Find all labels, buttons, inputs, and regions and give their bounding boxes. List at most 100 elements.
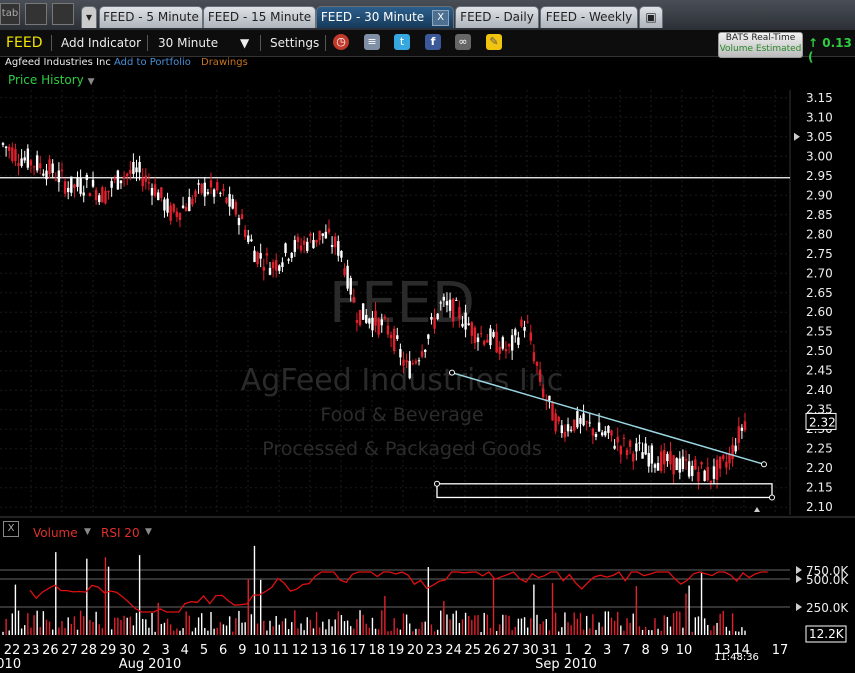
candle-body: [368, 318, 371, 324]
x-month-label: Aug 2010: [119, 657, 182, 672]
y-tick-label: 2.40: [806, 383, 833, 397]
candle-body: [591, 428, 595, 436]
x-tick-label: 10: [253, 643, 270, 658]
candle-body: [321, 233, 324, 236]
candle-body: [98, 195, 101, 203]
x-tick-label: 17: [772, 643, 789, 658]
tab-daily[interactable]: FEED - Daily: [455, 6, 539, 28]
candle-body: [402, 359, 405, 366]
alarm-clock-icon[interactable]: ◷: [333, 34, 349, 50]
candle-body: [467, 323, 470, 325]
candle-body: [253, 250, 256, 263]
x-tick-label: 20: [407, 643, 424, 658]
candle-body: [709, 480, 713, 483]
candle-body: [17, 162, 20, 166]
candle-body: [740, 427, 744, 431]
tab-15-minute[interactable]: FEED - 15 Minute: [203, 6, 316, 28]
chevron-down-icon[interactable]: ▼: [240, 36, 250, 50]
tab-menu-button[interactable]: tab: [0, 3, 20, 25]
candle-body: [659, 451, 663, 472]
candle-body: [309, 233, 312, 236]
candle-body: [420, 351, 424, 357]
candle-body: [669, 451, 672, 465]
candle-body: [337, 241, 340, 256]
candle-body: [501, 337, 505, 349]
candle-body: [324, 231, 328, 239]
y-tick-label: 2.75: [806, 247, 833, 261]
candle-body: [63, 181, 67, 194]
price-history-menu[interactable]: Price History ▼: [8, 73, 95, 87]
candle-body: [734, 445, 737, 452]
candle-body: [417, 360, 421, 362]
candle-body: [181, 205, 185, 208]
x-tick-label: 17: [349, 643, 366, 658]
candle-body: [458, 306, 461, 319]
add-to-portfolio-link[interactable]: Add to Portfolio: [114, 57, 191, 68]
candle-body: [380, 319, 383, 326]
interval-select[interactable]: 30 Minute: [158, 36, 219, 50]
candle-body: [237, 218, 241, 226]
candle-body: [697, 471, 700, 482]
candle-body: [312, 239, 315, 249]
close-tab-icon[interactable]: X: [432, 10, 450, 26]
candle-body: [191, 198, 194, 205]
candle-body: [504, 348, 508, 352]
candle-body: [473, 327, 477, 344]
twitter-icon[interactable]: t: [394, 34, 410, 50]
x-tick-label: 29: [100, 643, 117, 658]
candle-body: [430, 316, 433, 320]
tab-weekly[interactable]: FEED - Weekly: [540, 6, 638, 28]
candle-body: [352, 296, 356, 303]
quote-source-badge: BATS Real-Time Volume Estimated: [718, 32, 803, 58]
tab-30-minute[interactable]: FEED - 30 Minute X: [316, 6, 454, 28]
candle-body: [299, 245, 303, 251]
add-indicator-button[interactable]: Add Indicator: [61, 36, 142, 50]
grid-layout-icon[interactable]: [25, 3, 47, 25]
x-tick-label: 26: [42, 643, 59, 658]
x-tick-label: 16: [330, 643, 347, 658]
volume-label[interactable]: Volume: [33, 526, 78, 540]
last-price-box: [805, 412, 837, 430]
candle-body: [35, 155, 39, 171]
drawings-link[interactable]: Drawings: [201, 57, 248, 68]
candle-body: [271, 262, 275, 269]
note-icon[interactable]: ✎: [486, 34, 502, 50]
close-panel-icon[interactable]: X: [3, 521, 19, 537]
x-tick-label: 8: [641, 643, 649, 658]
x-tick-label: 9: [238, 643, 246, 658]
x-tick-label: 30: [119, 643, 136, 658]
new-tab-icon[interactable]: ▣: [639, 6, 663, 28]
candle-body: [383, 316, 387, 319]
settings-button[interactable]: Settings: [270, 36, 320, 50]
facebook-icon[interactable]: f: [425, 34, 441, 50]
candle-body: [563, 431, 567, 438]
candle-body: [520, 319, 523, 327]
symbol-input[interactable]: FEED: [6, 35, 43, 51]
candle-body: [172, 204, 175, 212]
candle-body: [743, 421, 747, 430]
candle-body: [691, 465, 694, 476]
x-tick-label: 12: [292, 643, 309, 658]
candle-body: [262, 266, 265, 271]
binoculars-icon[interactable]: ∞: [455, 34, 471, 50]
candle-body: [405, 360, 408, 363]
tab-5-minute[interactable]: FEED - 5 Minute: [99, 6, 203, 28]
candle-body: [495, 331, 498, 353]
rsi-label[interactable]: RSI 20: [101, 526, 140, 540]
trendline: [451, 371, 765, 466]
dropdown-icon[interactable]: ▾: [81, 6, 97, 28]
layers-icon[interactable]: ≡: [364, 34, 380, 50]
candle-body: [23, 157, 26, 161]
split-layout-icon[interactable]: [52, 3, 74, 25]
candle-body: [79, 178, 82, 194]
candle-body: [718, 456, 722, 469]
candle-body: [371, 317, 374, 331]
candle-body: [470, 322, 473, 336]
candle-body: [424, 349, 427, 353]
box-handle: [769, 494, 775, 501]
candle-body: [538, 369, 542, 382]
candle-body: [278, 265, 281, 271]
candle-body: [725, 461, 728, 468]
x-tick-label: 2: [584, 643, 592, 658]
